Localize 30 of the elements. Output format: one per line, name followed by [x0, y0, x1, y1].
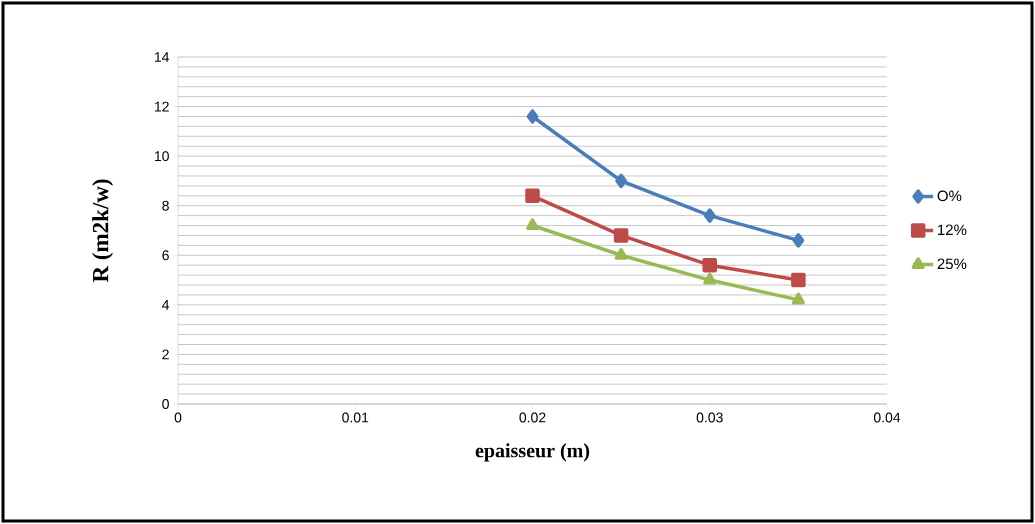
point — [526, 109, 539, 124]
x-tick-label: 0.03 — [696, 412, 723, 423]
x-tick-label: 0.02 — [519, 412, 546, 423]
x-axis-title: epaisseur (m) — [475, 443, 590, 462]
point — [614, 248, 628, 260]
legend-label: 25% — [937, 258, 967, 270]
x-tick-label: 0 — [174, 412, 182, 423]
point — [703, 208, 716, 223]
point — [703, 272, 717, 285]
y-tick-label: 0 — [162, 399, 169, 409]
point — [702, 257, 717, 273]
y-tick-label: 2 — [162, 349, 169, 360]
x-tick-label: 0.04 — [873, 412, 901, 423]
point — [792, 233, 805, 248]
y-tick-label: 8 — [162, 200, 169, 211]
y-tick-label: 12 — [154, 101, 169, 112]
legend-label: 12% — [938, 224, 967, 236]
y-tick-label: 10 — [154, 151, 169, 162]
point — [525, 188, 540, 204]
point — [613, 228, 629, 243]
y-axis-title: R (m2k/w) — [92, 179, 114, 283]
legend-label: O% — [937, 190, 962, 202]
y-tick-label: 6 — [162, 250, 169, 261]
y-tick-label: 14 — [154, 52, 170, 62]
point — [525, 218, 540, 231]
x-tick-label: 0.01 — [342, 412, 369, 423]
point — [791, 292, 805, 305]
point — [615, 173, 627, 189]
y-tick-label: 4 — [162, 300, 170, 310]
point — [791, 272, 806, 288]
